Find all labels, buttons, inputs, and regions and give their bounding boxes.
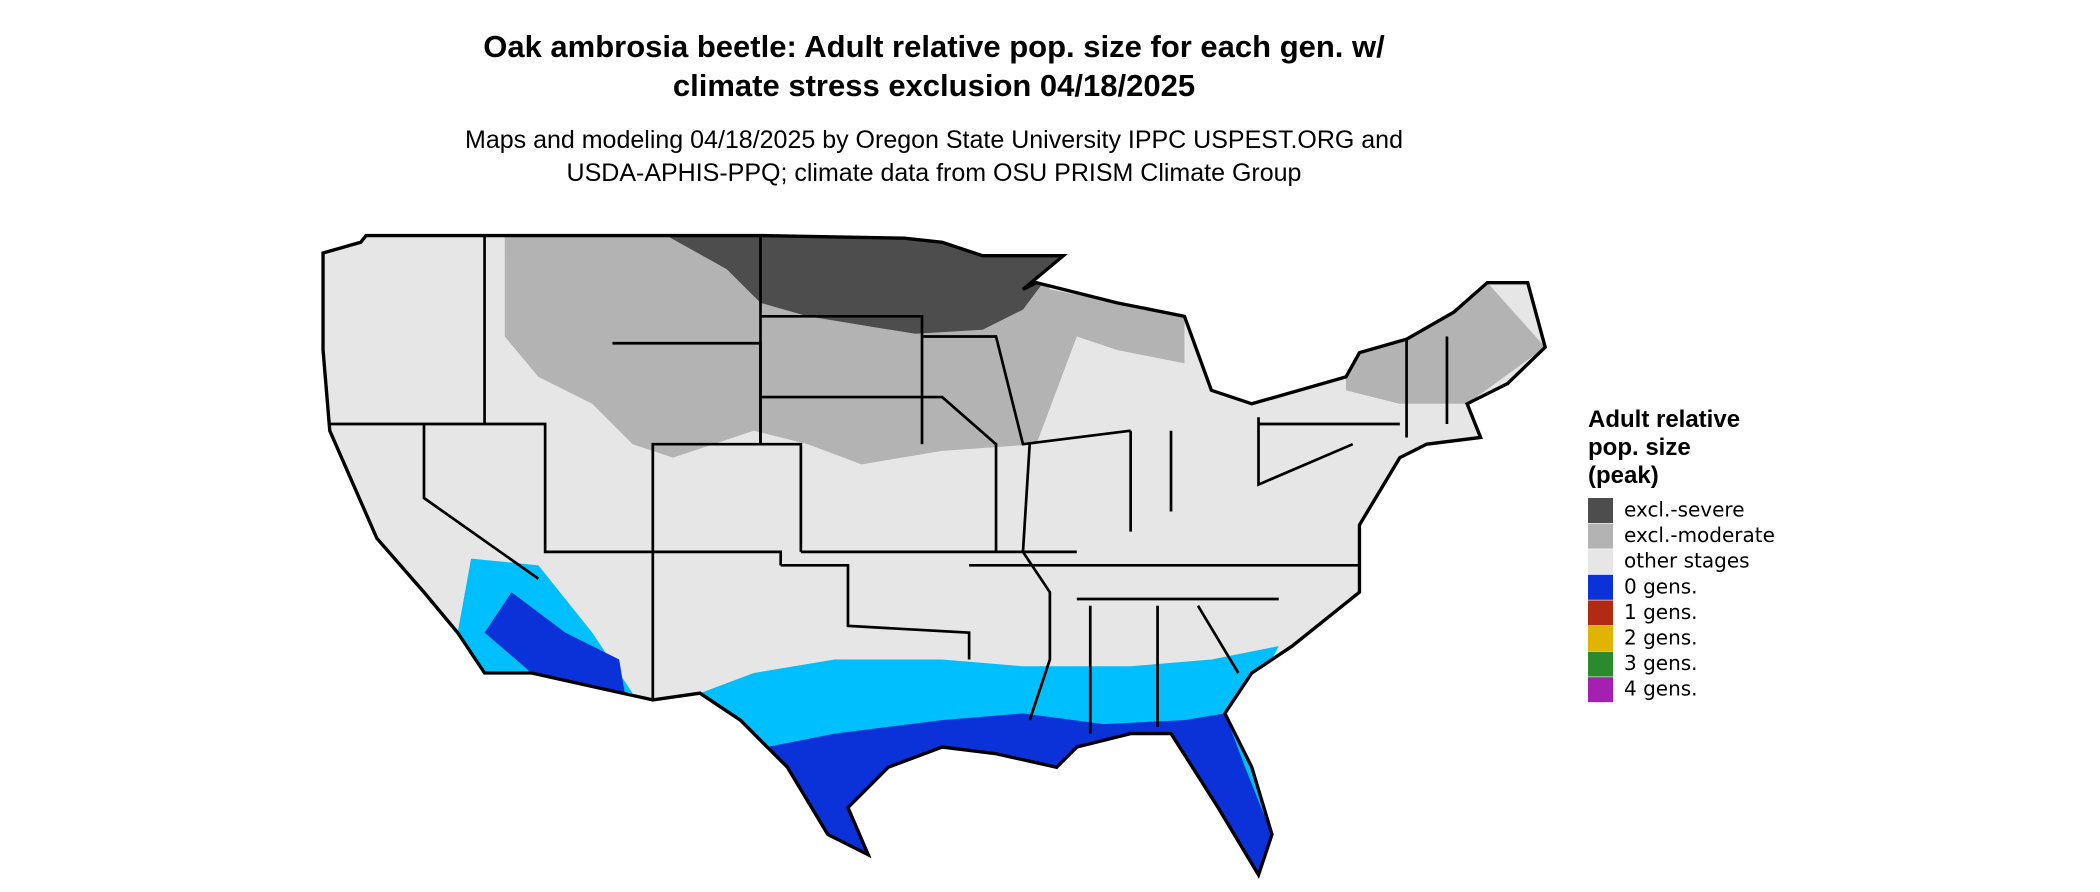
legend-swatch — [1588, 651, 1613, 677]
legend-swatch — [1588, 498, 1613, 523]
legend-label: 3 gens. — [1624, 651, 1698, 675]
legend-swatch — [1588, 600, 1613, 626]
map — [321, 233, 1547, 877]
title: Oak ambrosia beetle: Adult relative pop.… — [483, 29, 1385, 64]
subtitle: USDA-APHIS-PPQ; climate data from OSU PR… — [567, 159, 1302, 187]
legend: Adult relative pop. size (peak) excl.-se… — [1588, 406, 1775, 703]
legend-swatch — [1588, 677, 1613, 703]
state-borders — [329, 235, 1449, 734]
legend-swatch — [1588, 574, 1613, 600]
region-blue — [484, 592, 626, 700]
legend-label: 0 gens. — [1624, 574, 1698, 598]
subtitle: Maps and modeling 04/18/2025 by Oregon S… — [465, 126, 1403, 154]
legend-swatch — [1588, 626, 1613, 651]
legend-label: 1 gens. — [1624, 600, 1698, 624]
legend-label: excl.-moderate — [1624, 523, 1775, 547]
legend-title: pop. size — [1588, 434, 1691, 461]
legend-title: (peak) — [1588, 462, 1659, 489]
region-severe — [666, 235, 1064, 334]
legend-label: 2 gens. — [1624, 626, 1698, 650]
legend-title: Adult relative — [1588, 406, 1740, 433]
title: climate stress exclusion 04/18/2025 — [673, 68, 1195, 103]
region-blue — [767, 713, 1272, 875]
legend-label: 4 gens. — [1624, 677, 1698, 701]
legend-label: excl.-severe — [1624, 498, 1745, 522]
legend-swatch — [1588, 549, 1613, 575]
legend-label: other stages — [1624, 549, 1750, 573]
legend-swatch — [1588, 523, 1613, 549]
